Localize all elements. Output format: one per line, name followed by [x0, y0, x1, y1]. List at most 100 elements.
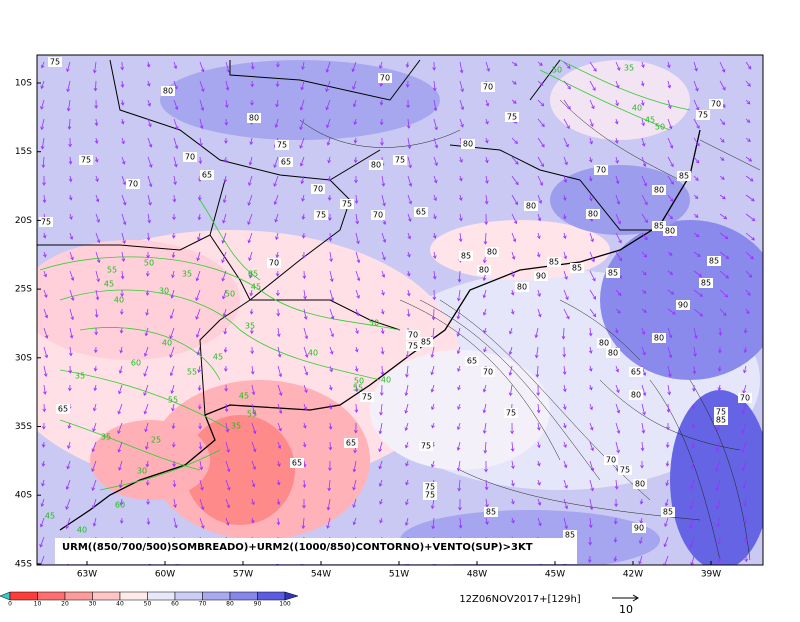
label-bg — [606, 348, 620, 358]
contour-label: 90 — [634, 524, 644, 533]
wind-vector — [405, 479, 409, 486]
label-bg — [618, 465, 632, 475]
contour-label-green: 35 — [101, 433, 111, 442]
wind-vector — [563, 517, 569, 530]
wind-vector — [40, 118, 45, 131]
wind-vector — [433, 99, 438, 112]
colorbar-tick-label: 40 — [116, 601, 124, 608]
wind-vector — [511, 479, 515, 487]
wind-vector — [693, 308, 704, 317]
wind-vector — [327, 194, 332, 201]
wind-vector — [120, 61, 125, 71]
wind-vector — [173, 80, 178, 90]
label-bg — [183, 152, 197, 162]
wind-vector — [407, 213, 412, 222]
contour-label-green: 45 — [104, 280, 114, 289]
wind-vector — [300, 175, 305, 185]
wind-vector — [355, 308, 360, 317]
wind-vector — [67, 384, 72, 392]
wind-vector — [405, 365, 409, 378]
wind-vector — [66, 99, 71, 112]
wind-vector — [352, 99, 357, 108]
contour-label: 80 — [479, 266, 489, 275]
wind-vector — [588, 156, 593, 163]
contour-label-green: 45 — [213, 353, 223, 362]
wind-vector — [224, 118, 229, 126]
wind-vector — [562, 384, 567, 393]
wind-vector — [301, 213, 306, 220]
wind-vector — [641, 61, 645, 69]
wind-vector — [719, 175, 725, 180]
lat-label: 30S — [15, 353, 32, 363]
wind-vector — [563, 251, 568, 260]
wind-vector — [589, 289, 596, 300]
colorbar-cell — [257, 591, 286, 601]
wind-vector — [221, 270, 227, 282]
wind-vector — [433, 118, 438, 131]
wind-vector — [378, 479, 383, 487]
wind-vector — [94, 156, 99, 163]
wind-vector — [482, 289, 487, 299]
wind-vector — [355, 327, 359, 335]
wind-vector — [641, 308, 647, 313]
wind-vector — [510, 289, 515, 296]
wind-vector — [248, 251, 253, 262]
wind-vector — [299, 118, 305, 131]
label-bg — [661, 507, 675, 517]
wind-vector — [511, 156, 519, 165]
contour-label: 75 — [507, 113, 517, 122]
wind-vector — [145, 308, 149, 316]
colorbar-cell — [64, 591, 93, 601]
wind-vector — [667, 213, 673, 220]
wind-vector — [562, 422, 567, 429]
contour-label: 75 — [425, 483, 435, 492]
wind-vector — [40, 99, 45, 110]
wind-vector — [379, 403, 383, 416]
wind-vector — [276, 308, 281, 317]
wind-vector — [433, 156, 438, 167]
label-bg — [369, 160, 383, 170]
wind-vector — [380, 308, 385, 315]
wind-vector — [143, 403, 149, 415]
wind-vector — [431, 422, 435, 429]
wind-vector — [380, 346, 385, 355]
wind-vector — [303, 403, 308, 411]
wind-vector — [69, 232, 74, 240]
wind-vector — [615, 365, 620, 373]
wind-vector — [589, 308, 597, 318]
wind-vector — [120, 99, 125, 106]
contour-label-green: 50 — [144, 259, 154, 268]
wind-vector — [43, 384, 47, 395]
colorbar-cell — [37, 591, 66, 601]
contour-label: 70 — [740, 394, 750, 403]
wind-vector — [433, 213, 437, 220]
contour-label: 70 — [380, 74, 390, 83]
wind-vector — [353, 156, 358, 164]
wind-vector — [406, 289, 411, 297]
wind-vector — [615, 289, 622, 297]
wind-vector — [743, 498, 748, 507]
wind-vector — [223, 327, 228, 335]
wind-vector — [511, 99, 517, 104]
wind-vector — [275, 270, 280, 277]
wind-vector — [719, 251, 730, 259]
wind-vector — [665, 479, 670, 487]
vector-ref-label: 10 — [619, 603, 633, 616]
label-bg — [676, 300, 690, 310]
wind-vector — [275, 80, 280, 88]
wind-vector — [326, 137, 331, 146]
label-bg — [461, 139, 475, 149]
wind-vector — [615, 384, 620, 394]
wind-vector — [664, 498, 669, 507]
contour-label: 65 — [58, 405, 68, 414]
wind-vector — [562, 365, 567, 375]
wind-vector — [511, 460, 515, 470]
wind-vector — [173, 498, 177, 508]
wind-vector — [613, 555, 618, 562]
wind-vector — [199, 460, 204, 471]
contour-label: 80 — [665, 227, 675, 236]
contour-label: 75 — [620, 466, 630, 475]
label-bg — [524, 201, 538, 211]
lon-label: 42W — [623, 570, 643, 580]
wind-vector — [433, 194, 437, 202]
